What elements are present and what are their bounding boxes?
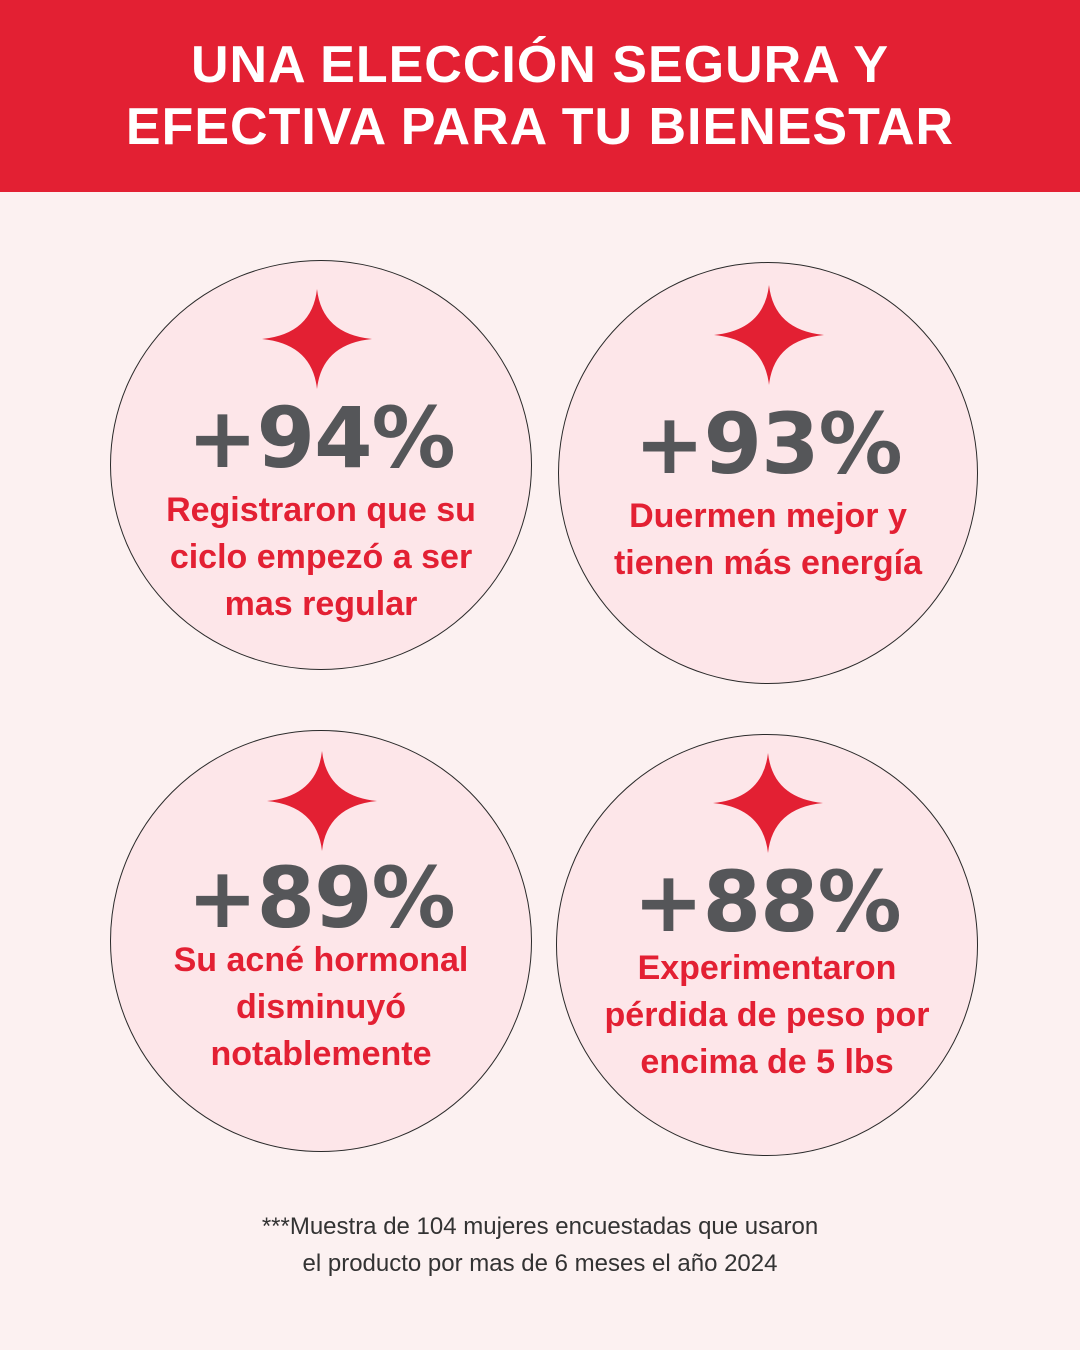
stat-label-line: Experimentaron xyxy=(637,949,897,987)
stat-label: Experimentaron pérdida de peso por encim… xyxy=(577,945,957,1086)
stat-label-line: Su acné hormonal xyxy=(173,941,469,979)
footnote-line-1: ***Muestra de 104 mujeres encuestadas qu… xyxy=(261,1213,819,1240)
stat-circle-weight-loss: +88% Experimentaron pérdida de peso por … xyxy=(556,734,978,1156)
stat-circle-hormonal-acne: +89% Su acné hormonal disminuyó notablem… xyxy=(110,730,532,1152)
page-title-line-1: UNA ELECCIÓN SEGURA Y xyxy=(190,36,890,94)
stat-value: +88% xyxy=(633,853,901,951)
stat-label-line: Duermen mejor y xyxy=(629,497,907,535)
stat-value: +94% xyxy=(187,389,455,487)
stat-label-line: ciclo empezó a ser xyxy=(169,538,473,576)
stat-circle-sleep-energy: +93% Duermen mejor y tienen más energía xyxy=(558,262,978,684)
stat-label: Registraron que su ciclo empezó a ser ma… xyxy=(131,487,511,628)
four-point-star-icon xyxy=(713,753,823,853)
stat-label-line: mas regular xyxy=(224,585,418,623)
stat-value: +93% xyxy=(634,395,902,493)
stat-label-line: disminuyó xyxy=(235,988,407,1026)
stat-label-line: notablemente xyxy=(210,1035,432,1073)
stat-value: +89% xyxy=(187,849,455,947)
four-point-star-icon xyxy=(714,285,824,385)
stat-label-line: Registraron que su xyxy=(166,491,476,529)
stat-label-line: tienen más energía xyxy=(613,544,922,582)
four-point-star-icon xyxy=(262,289,372,389)
stat-label: Su acné hormonal disminuyó notablemente xyxy=(131,937,511,1078)
footnote-line-2: el producto por mas de 6 meses el año 20… xyxy=(302,1250,778,1277)
header-banner: UNA ELECCIÓN SEGURA Y EFECTIVA PARA TU B… xyxy=(0,0,1080,192)
stat-label-line: encima de 5 lbs xyxy=(640,1043,894,1081)
stat-label-line: pérdida de peso por xyxy=(604,996,930,1034)
page-title-line-2: EFECTIVA PARA TU BIENESTAR xyxy=(125,98,955,156)
four-point-star-icon xyxy=(267,751,377,851)
stat-label: Duermen mejor y tienen más energía xyxy=(579,493,957,587)
survey-footnote: ***Muestra de 104 mujeres encuestadas qu… xyxy=(0,1208,1080,1282)
stat-circle-regular-cycle: +94% Registraron que su ciclo empezó a s… xyxy=(110,260,532,670)
